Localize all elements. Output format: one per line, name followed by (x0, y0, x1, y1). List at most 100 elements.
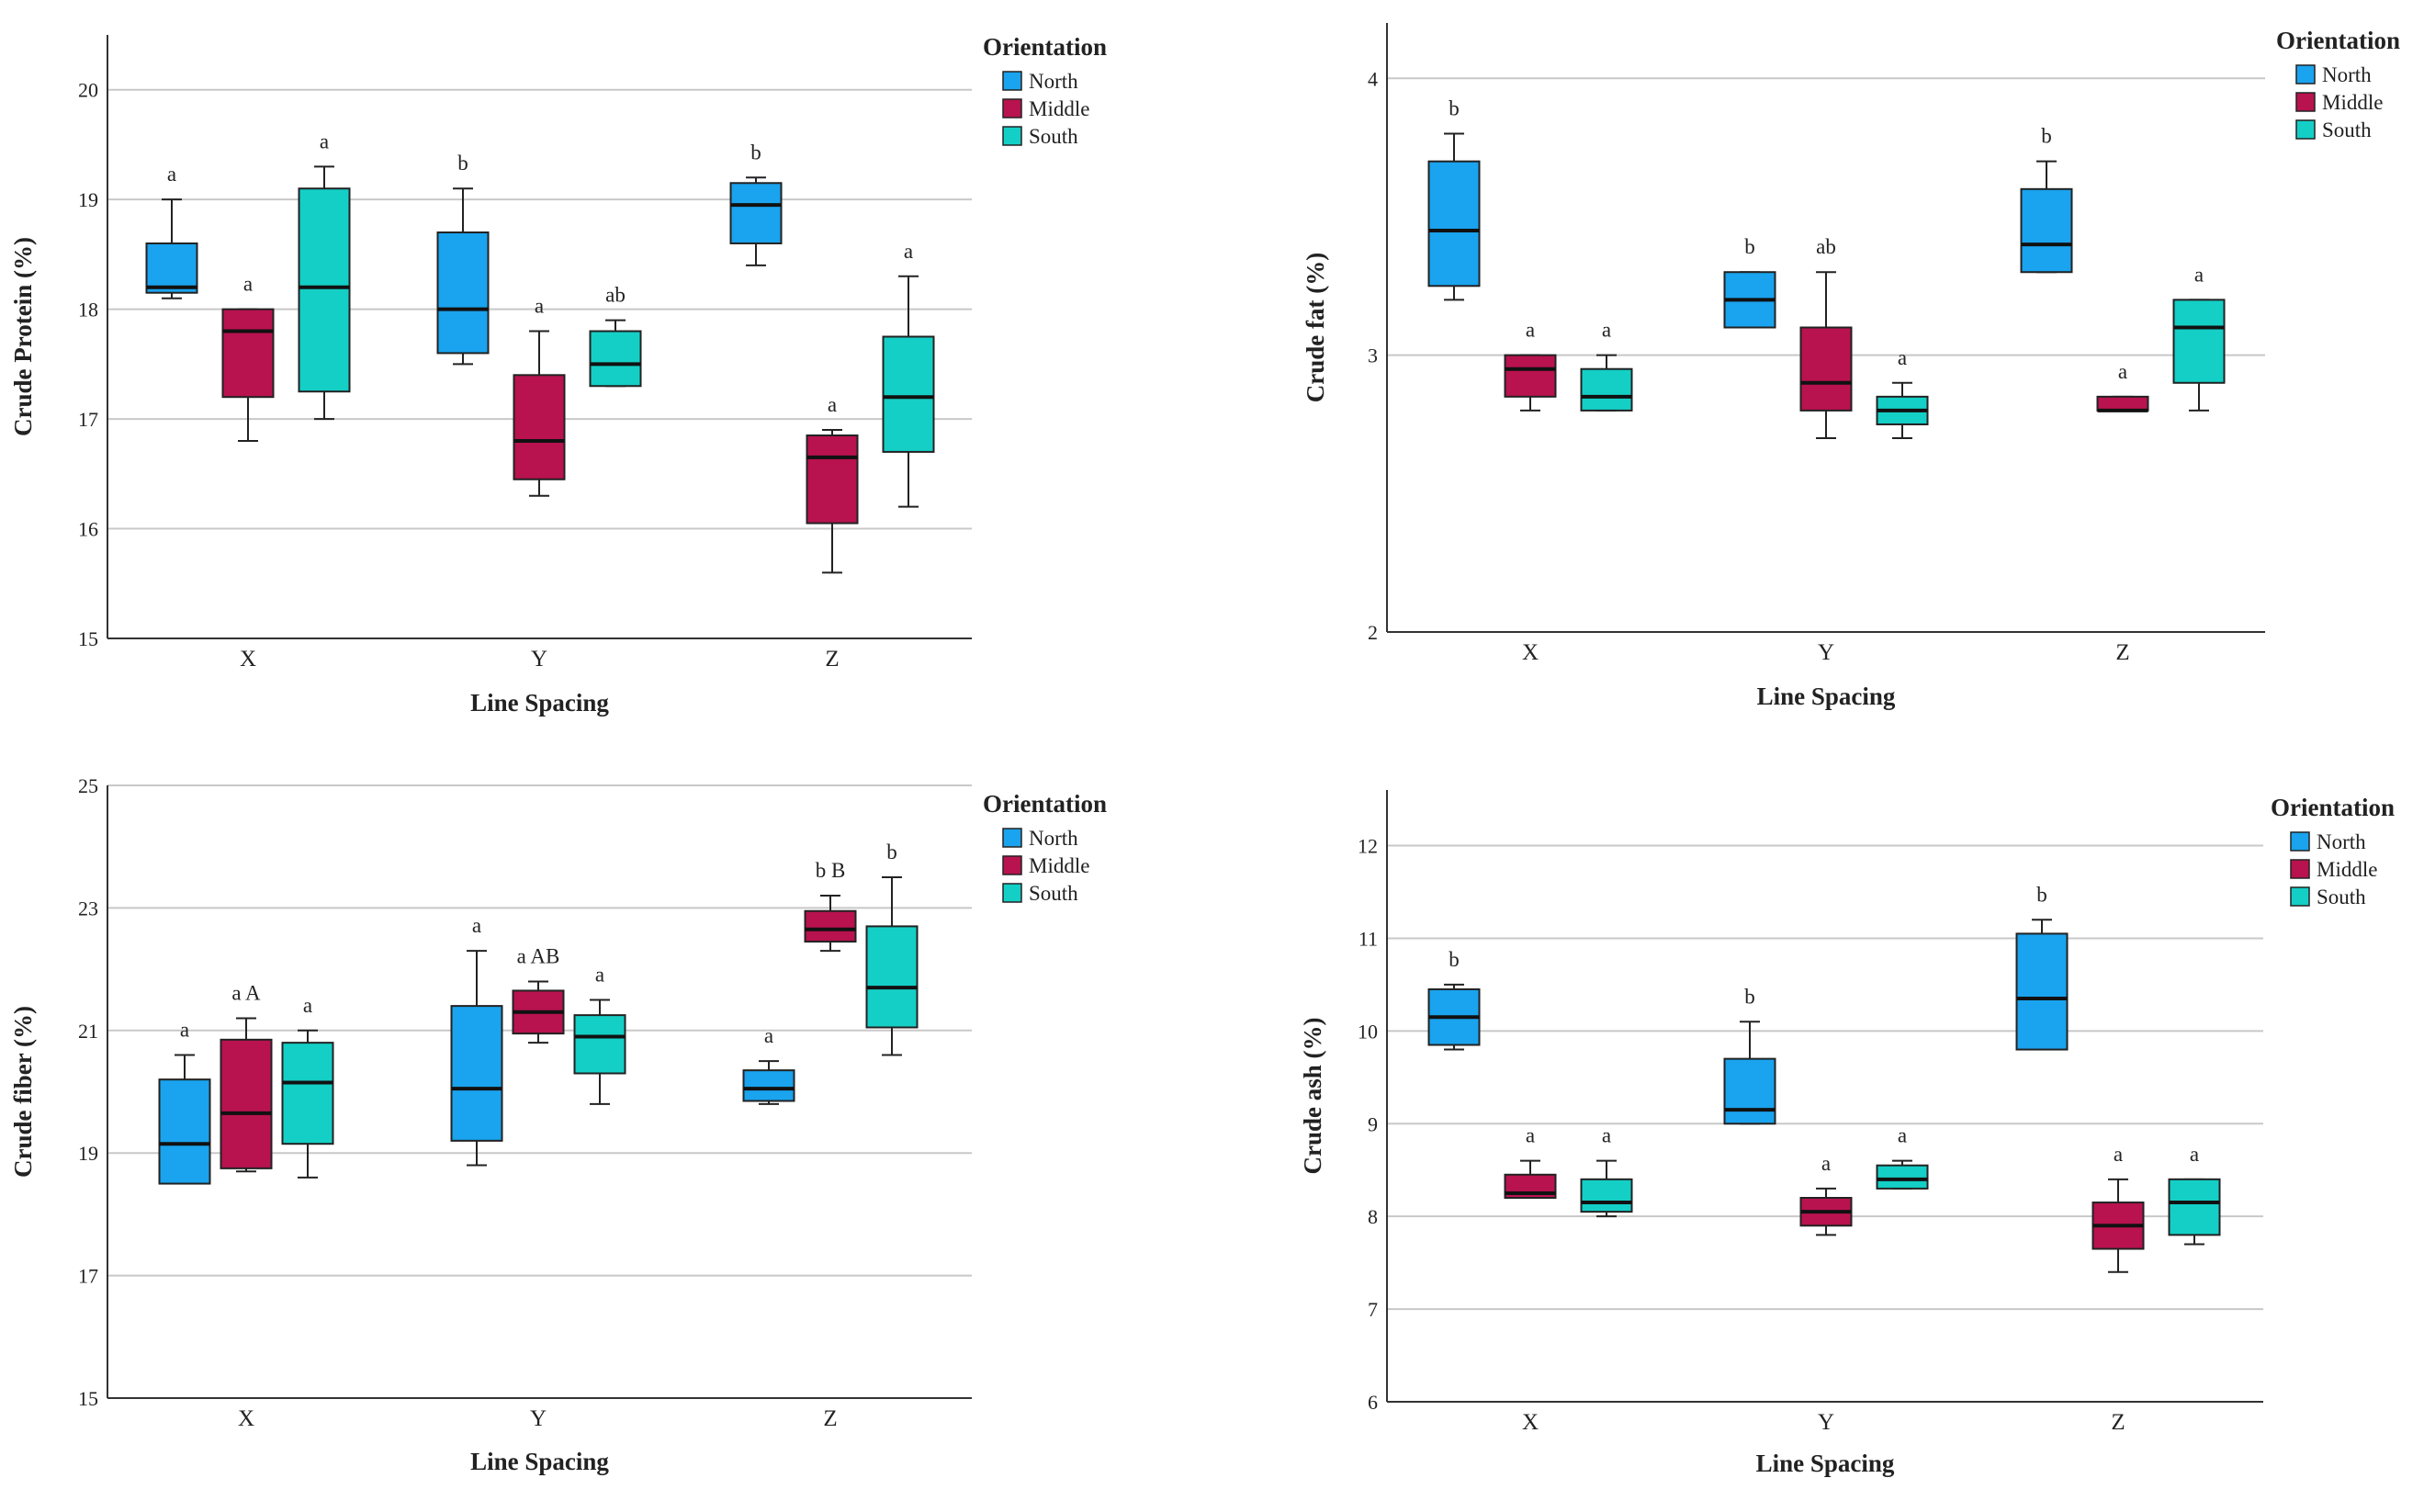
box-body (1580, 367, 1633, 412)
x-axis-title: Line Spacing (470, 689, 609, 717)
box-body (145, 242, 198, 294)
significance-letter: a (472, 914, 481, 937)
box-body (513, 374, 566, 480)
box-south-y: a (573, 963, 626, 1105)
significance-letter: a (2190, 1143, 2199, 1166)
box-south-z: a (2168, 1143, 2221, 1246)
legend-label-middle: Middle (2322, 91, 2383, 114)
legend-swatch-north (1002, 71, 1022, 91)
significance-letter: b (1449, 97, 1460, 120)
box-body (1876, 1164, 1929, 1190)
x-tick-label: X (1522, 640, 1539, 665)
significance-letter: b (1744, 235, 1755, 258)
box-north-y: a (450, 914, 503, 1167)
box-body (804, 909, 857, 943)
box-north-z: b (729, 141, 783, 266)
box-middle-x: a (1504, 1124, 1557, 1199)
legend: Orientation North Middle South (983, 790, 1107, 905)
y-axis-title: Crude fiber (%) (9, 1006, 37, 1178)
box-middle-x: a (1504, 319, 1557, 412)
box-south-x: a (1580, 319, 1633, 412)
x-tick-label: Z (2115, 640, 2129, 665)
y-tick-label: 17 (78, 1265, 98, 1288)
significance-letter: a (904, 240, 913, 263)
box-north-z: a (742, 1024, 795, 1105)
legend-label-south: South (2322, 118, 2372, 141)
significance-letter: a (1821, 1152, 1831, 1175)
y-tick-label: 4 (1368, 67, 1378, 90)
chart-panel-3: 15 17 19 21 23 25 X Y Z Crude fiber (%) Line Spaci… (9, 774, 1107, 1475)
box-middle-y: a AB (512, 944, 565, 1044)
x-tick-label: Y (530, 1406, 547, 1431)
legend-swatch-south (2295, 119, 2316, 140)
legend-title: Orientation (2271, 794, 2395, 821)
significance-letter: a (1898, 346, 1907, 369)
significance-letter: b (886, 841, 897, 863)
y-axis-title: Crude ash (%) (1299, 1017, 1326, 1174)
x-tick-label: Y (1818, 1410, 1834, 1435)
significance-letter: a (2118, 360, 2127, 383)
y-tick-label: 23 (78, 897, 98, 920)
x-tick-label: X (238, 1406, 254, 1431)
significance-letter: a (320, 130, 329, 152)
significance-letter: a (764, 1024, 773, 1047)
significance-letter: a (1602, 319, 1611, 342)
box-north-x: a (145, 163, 198, 299)
box-middle-y: ab (1799, 235, 1853, 440)
box-south-z: a (2172, 263, 2226, 412)
box-body (882, 335, 935, 453)
box-middle-z: a (806, 393, 859, 574)
box-body (1799, 326, 1853, 412)
legend-label-north: North (1029, 827, 1078, 850)
box-north-y: b (436, 152, 490, 366)
box-south-z: a (882, 240, 935, 508)
x-tick-label: Y (531, 647, 547, 671)
box-north-z: b (2020, 125, 2073, 274)
significance-letter: a (1602, 1124, 1611, 1147)
y-tick-label: 11 (1359, 927, 1378, 950)
box-north-y: b (1723, 235, 1776, 329)
legend-label-north: North (2317, 830, 2366, 853)
significance-letter: a A (231, 981, 261, 1004)
y-tick-label: 2 (1368, 621, 1378, 644)
legend-swatch-north (2295, 64, 2316, 85)
box-middle-x: a (221, 273, 275, 442)
legend: Orientation North Middle South (983, 33, 1107, 148)
legend-swatch-south (1002, 883, 1022, 903)
significance-letter: ab (605, 284, 626, 307)
significance-letter: a (1898, 1124, 1907, 1147)
box-body (1504, 354, 1557, 398)
chart-panel-2: 2 3 4 X Y Z Crude fat (%) Line Spacing b b b a ab a a a… (1302, 23, 2400, 710)
x-axis-title: Line Spacing (1757, 683, 1896, 710)
box-body (2172, 299, 2226, 384)
box-middle-z: a (2091, 1143, 2145, 1273)
legend: Orientation North Middle South (2271, 794, 2395, 908)
significance-letter: ab (1816, 235, 1836, 258)
box-south-y: ab (589, 284, 642, 388)
legend-swatch-north (1002, 828, 1022, 848)
legend-label-middle: Middle (1029, 854, 1089, 877)
legend-title: Orientation (983, 790, 1107, 818)
y-tick-label: 18 (78, 299, 98, 322)
box-body (1427, 160, 1481, 288)
legend-title: Orientation (983, 33, 1107, 61)
y-tick-label: 19 (78, 188, 98, 211)
box-south-x: a (298, 130, 351, 421)
box-body (2096, 395, 2149, 412)
significance-letter: a (167, 163, 176, 186)
legend-title: Orientation (2276, 27, 2400, 54)
y-tick-label: 3 (1368, 344, 1378, 367)
box-north-z: b (2015, 883, 2069, 1051)
box-middle-z: a (2096, 360, 2149, 412)
legend-swatch-middle (1002, 855, 1022, 875)
significance-letter: a (595, 963, 604, 986)
box-body (1580, 1178, 1633, 1213)
box-body (865, 925, 919, 1029)
y-axis-title: Crude Protein (%) (9, 237, 37, 436)
x-tick-label: X (1522, 1410, 1539, 1435)
box-south-x: a (1580, 1124, 1633, 1218)
legend-label-north: North (1029, 70, 1078, 93)
y-tick-label: 21 (78, 1020, 98, 1043)
box-north-x: b (1427, 948, 1481, 1051)
box-body (298, 187, 351, 393)
